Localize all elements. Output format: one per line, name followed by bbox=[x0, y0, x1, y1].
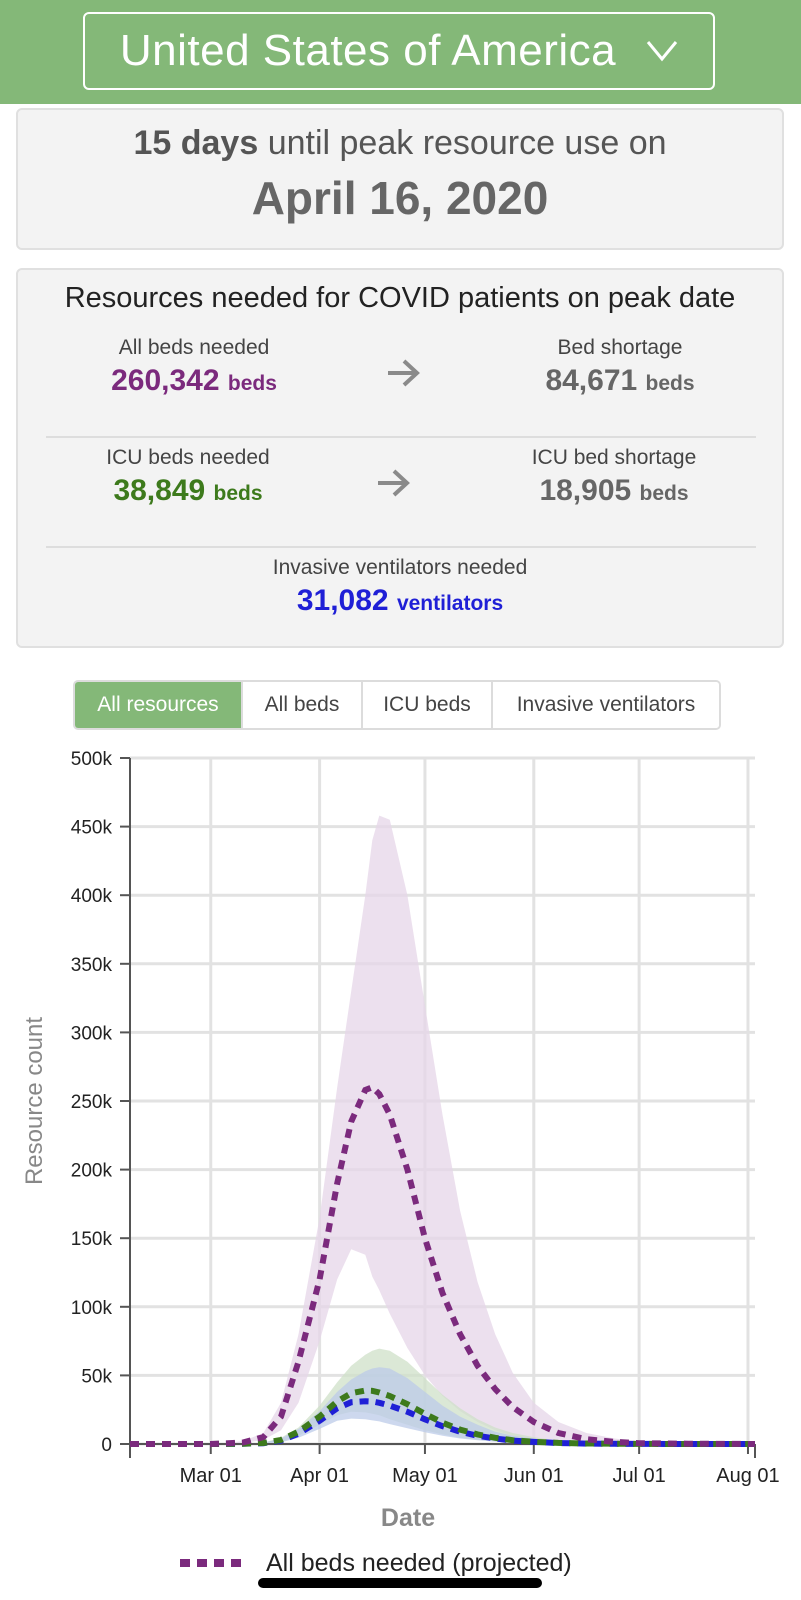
peak-card: 15 days until peak resource use on April… bbox=[16, 108, 784, 250]
arrow-right-icon bbox=[388, 359, 420, 387]
chevron-down-icon bbox=[646, 41, 678, 62]
ventilators-value: 31,082 bbox=[296, 584, 389, 617]
peak-text: until peak resource use on bbox=[267, 124, 667, 162]
icu-shortage-value-line: 18,905 beds bbox=[464, 474, 764, 508]
x-tick-label: Apr 01 bbox=[290, 1465, 349, 1487]
divider bbox=[46, 436, 756, 438]
all-beds-value: 260,342 bbox=[111, 364, 220, 397]
y-tick-label: 450k bbox=[71, 818, 113, 839]
ventilators-value-line: 31,082 ventilators bbox=[204, 584, 596, 618]
all-beds-needed: All beds needed 260,342 beds bbox=[44, 336, 344, 398]
y-axis-label: Resource count bbox=[21, 1017, 48, 1185]
series-line-2 bbox=[130, 1398, 755, 1447]
bed-shortage-unit: beds bbox=[645, 372, 695, 395]
y-tick-label: 300k bbox=[71, 1023, 113, 1044]
y-tick-label: 50k bbox=[81, 1366, 112, 1387]
resources-title: Resources needed for COVID patients on p… bbox=[64, 282, 736, 314]
y-tick-label: 0 bbox=[101, 1435, 112, 1456]
ventilators-label: Invasive ventilators needed bbox=[272, 556, 528, 579]
ventilators-row: Invasive ventilators needed 31,082 venti… bbox=[18, 556, 782, 646]
icu-beds-value: 38,849 bbox=[113, 474, 206, 507]
tab-all-resources[interactable]: All resources bbox=[75, 682, 243, 728]
resource-tabs: All resources All beds ICU beds Invasive… bbox=[73, 680, 721, 730]
x-tick-label: Jul 01 bbox=[612, 1465, 665, 1487]
x-tick-label: Aug 01 bbox=[716, 1465, 779, 1487]
icu-beds-label: ICU beds needed bbox=[106, 446, 270, 469]
ventilators-needed: Invasive ventilators needed 31,082 venti… bbox=[204, 556, 596, 618]
peak-days: 15 days bbox=[133, 124, 259, 162]
icu-beds-value-line: 38,849 beds bbox=[38, 474, 338, 508]
y-tick-label: 150k bbox=[71, 1229, 113, 1250]
y-tick-label: 500k bbox=[71, 749, 113, 770]
uncertainty-band-1 bbox=[130, 1348, 755, 1444]
tab-icu-beds[interactable]: ICU beds bbox=[363, 682, 493, 728]
bed-shortage-label: Bed shortage bbox=[557, 336, 683, 359]
tab-invasive-ventilators[interactable]: Invasive ventilators bbox=[493, 682, 719, 728]
top-bar: United States of America bbox=[0, 0, 801, 104]
icu-beds-needed: ICU beds needed 38,849 beds bbox=[38, 446, 338, 508]
legend-label: All beds needed (projected) bbox=[266, 1548, 572, 1577]
y-tick-label: 250k bbox=[71, 1092, 113, 1113]
country-select[interactable]: United States of America bbox=[83, 12, 715, 90]
x-tick-label: Jun 01 bbox=[504, 1465, 564, 1487]
resource-chart: 0 50k 100k 150k 200k 250k 300k 350k 400k 450k 500k… bbox=[21, 749, 780, 1532]
y-tick-label: 350k bbox=[71, 955, 113, 976]
y-tick-label: 400k bbox=[71, 886, 113, 907]
home-indicator bbox=[258, 1578, 542, 1588]
icu-row: ICU beds needed 38,849 beds ICU bed shor… bbox=[18, 446, 782, 536]
x-axis-label: Date bbox=[381, 1504, 435, 1532]
all-beds-unit: beds bbox=[227, 372, 277, 395]
all-beds-value-line: 260,342 beds bbox=[44, 364, 344, 398]
legend-swatch bbox=[180, 1559, 244, 1567]
peak-countdown: 15 days until peak resource use on bbox=[18, 124, 782, 163]
series-line-1 bbox=[130, 1387, 755, 1447]
icu-shortage-label: ICU bed shortage bbox=[531, 446, 697, 469]
icu-shortage-unit: beds bbox=[639, 482, 689, 505]
icu-beds-unit: beds bbox=[213, 482, 263, 505]
beds-row: All beds needed 260,342 beds Bed shortag… bbox=[18, 336, 782, 426]
arrow-right-icon bbox=[378, 469, 410, 497]
x-tick-label: May 01 bbox=[392, 1465, 458, 1487]
bed-shortage-value: 84,671 bbox=[545, 364, 638, 397]
icu-shortage-value: 18,905 bbox=[539, 474, 632, 507]
y-tick-label: 200k bbox=[71, 1161, 113, 1182]
divider bbox=[46, 546, 756, 548]
x-tick-label: Mar 01 bbox=[180, 1465, 242, 1487]
chart-legend[interactable]: All beds needed (projected) bbox=[180, 1546, 572, 1580]
country-select-label: United States of America bbox=[119, 26, 617, 75]
peak-date: April 16, 2020 bbox=[251, 172, 549, 224]
bed-shortage-value-line: 84,671 beds bbox=[470, 364, 770, 398]
y-tick-label: 100k bbox=[71, 1298, 113, 1319]
all-beds-label: All beds needed bbox=[118, 336, 270, 359]
resources-card: Resources needed for COVID patients on p… bbox=[16, 268, 784, 648]
uncertainty-band-0 bbox=[130, 815, 755, 1444]
series-line-0 bbox=[130, 1083, 756, 1447]
uncertainty-band-2 bbox=[130, 1367, 755, 1444]
tab-all-beds[interactable]: All beds bbox=[243, 682, 363, 728]
ventilators-unit: ventilators bbox=[396, 592, 504, 615]
icu-bed-shortage: ICU bed shortage 18,905 beds bbox=[464, 446, 764, 508]
bed-shortage: Bed shortage 84,671 beds bbox=[470, 336, 770, 398]
